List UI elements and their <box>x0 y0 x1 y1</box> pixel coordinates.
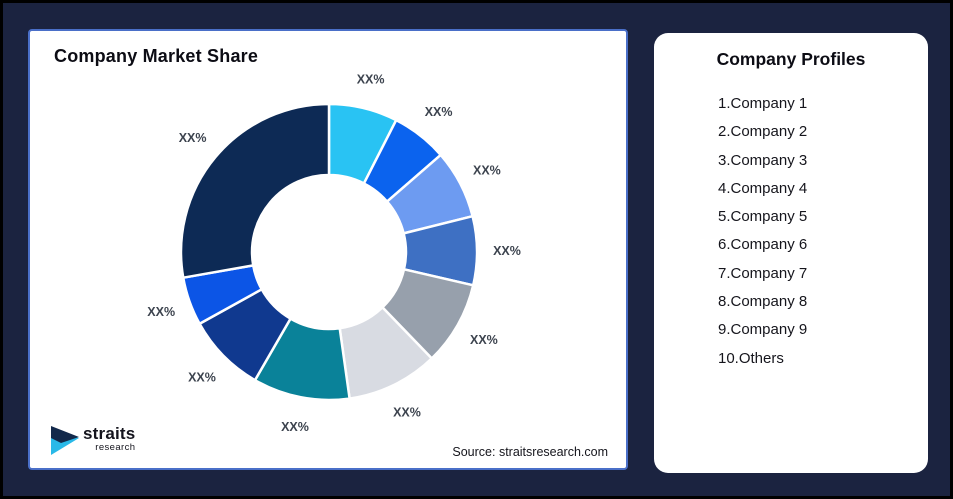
company-list-item: 6.Company 6 <box>718 236 808 254</box>
segment-label: XX% <box>473 163 501 177</box>
donut-chart-container: XX% XX% XX% XX% XX% XX% XX% XX% XX% XX% <box>79 52 579 452</box>
segment-label: XX% <box>493 244 521 258</box>
company-list-item: 1.Company 1 <box>718 95 808 112</box>
company-list-item: 2.Company 2 <box>718 123 808 141</box>
source-text: Source: straitsresearch.com <box>452 445 608 459</box>
segment-label: XX% <box>357 72 385 86</box>
company-list-item: 4.Company 4 <box>718 179 808 197</box>
donut-segment <box>179 102 331 279</box>
company-list-item: 8.Company 8 <box>718 293 808 311</box>
logo-sub-text: research <box>95 442 136 453</box>
segment-label: XX% <box>425 105 453 119</box>
segment-label: XX% <box>188 370 216 384</box>
market-share-donut: XX% XX% XX% XX% XX% XX% XX% XX% XX% XX% <box>147 72 521 434</box>
segment-label: XX% <box>470 333 498 347</box>
logo-wordmark: straits research <box>83 425 135 453</box>
segment-label: XX% <box>393 406 421 420</box>
company-list-item: 3.Company 3 <box>718 151 808 169</box>
company-profiles-card: Company Profiles 1.Company 1 2.Company 2… <box>654 33 928 473</box>
company-list-item: 10.Others <box>718 349 784 367</box>
company-list: 1.Company 1 2.Company 2 3.Company 3 4.Co… <box>654 90 928 373</box>
profiles-title: Company Profiles <box>716 49 866 69</box>
company-list-item: 5.Company 5 <box>718 208 808 226</box>
company-list-item: 7.Company 7 <box>718 264 808 282</box>
straits-logo-mark-icon <box>51 426 79 455</box>
company-list-item: 9.Company 9 <box>718 321 808 339</box>
segment-label: XX% <box>179 131 207 145</box>
chart-title: Company Market Share <box>54 46 259 66</box>
logo-brand-text: straits <box>83 424 136 443</box>
logo-navy-shape <box>51 426 79 443</box>
segment-label: XX% <box>147 305 175 319</box>
market-share-card: Company Market Share XX% XX% XX% XX% XX% XX% X… <box>28 29 628 470</box>
straits-research-logo: straits research <box>50 425 135 455</box>
segment-label: XX% <box>281 420 309 434</box>
